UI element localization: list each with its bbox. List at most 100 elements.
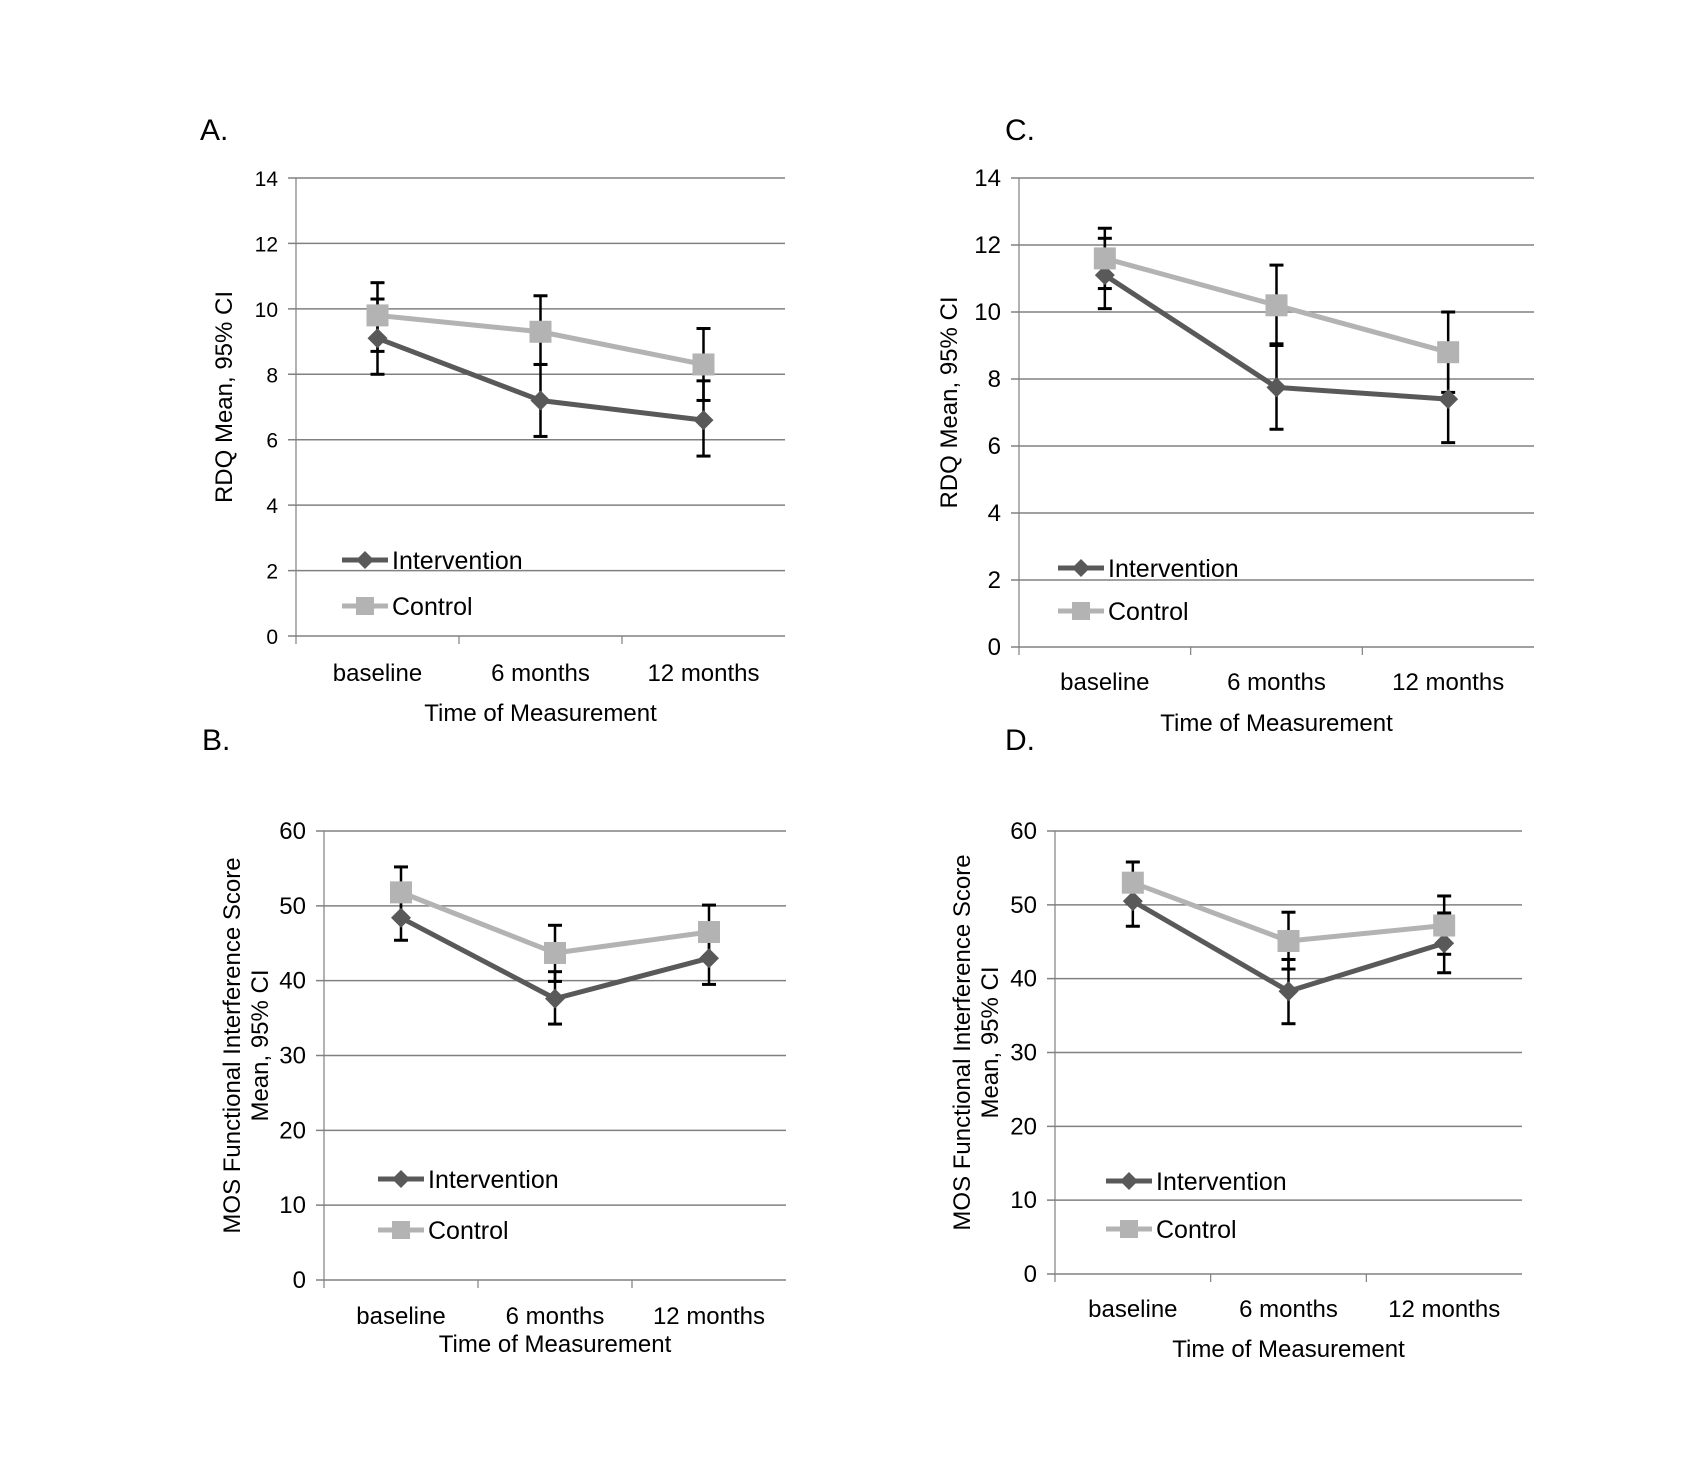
legend-marker-diamond-icon — [356, 551, 374, 569]
data-point-control — [692, 353, 715, 376]
legend-marker-diamond-icon — [1120, 1172, 1138, 1190]
y-tick-label: 12 — [255, 233, 278, 256]
x-axis-title: Time of Measurement — [439, 1331, 672, 1358]
y-axis-title: RDQ Mean, 95% CI — [936, 296, 963, 508]
y-tick-label: 60 — [1010, 818, 1037, 845]
y-tick-label: 40 — [279, 968, 306, 995]
x-tick-label: 6 months — [491, 660, 590, 687]
data-point-intervention — [1278, 981, 1299, 1002]
legend-marker-square-icon — [392, 1221, 410, 1239]
y-tick-label: 10 — [255, 299, 278, 322]
x-tick-label: 12 months — [653, 1303, 765, 1330]
data-point-intervention — [699, 948, 719, 969]
legend-label: Intervention — [428, 1166, 559, 1194]
y-tick-label: 4 — [266, 495, 278, 518]
y-tick-label: 8 — [266, 364, 278, 387]
x-axis-title: Time of Measurement — [1172, 1336, 1405, 1363]
y-axis-title: RDQ Mean, 95% CI — [211, 291, 238, 503]
panel-label: B. — [202, 724, 230, 757]
data-point-intervention — [1122, 891, 1143, 912]
y-tick-label: 10 — [974, 299, 1001, 326]
data-point-intervention — [693, 410, 714, 431]
chart-panel-c: C. 0 2 4 6 8 10 12 14 baseline 6 months 12 months Ti… — [936, 114, 1534, 737]
data-point-intervention — [391, 907, 411, 928]
legend: Intervention Control — [1058, 555, 1239, 626]
y-tick-label: 2 — [988, 567, 1001, 594]
legend-label: Control — [392, 593, 473, 621]
y-tick-label: 0 — [293, 1267, 306, 1294]
x-tick-label: baseline — [1088, 1296, 1177, 1323]
y-tick-label: 50 — [279, 893, 306, 920]
legend: Intervention Control — [378, 1166, 559, 1245]
data-point-intervention — [530, 390, 551, 411]
y-tick-label: 14 — [255, 168, 279, 191]
y-tick-label: 12 — [974, 232, 1001, 259]
data-point-control — [1121, 871, 1144, 894]
y-axis-title-line2: Mean, 95% CI — [247, 969, 274, 1121]
legend-label: Control — [428, 1217, 509, 1245]
y-tick-label: 30 — [1010, 1040, 1037, 1067]
data-point-control — [1433, 914, 1456, 937]
data-point-control — [366, 304, 389, 327]
data-point-control — [1277, 930, 1300, 953]
x-tick-label: 12 months — [1388, 1296, 1500, 1323]
data-point-intervention — [367, 328, 388, 349]
data-point-control — [390, 881, 412, 904]
legend-label: Control — [1108, 598, 1189, 626]
chart-panel-a: A. 0 2 4 6 8 10 12 14 baseline 6 months 12 months Ti… — [200, 114, 785, 727]
y-tick-label: 50 — [1010, 892, 1037, 919]
y-tick-label: 2 — [266, 561, 278, 584]
legend-marker-diamond-icon — [392, 1170, 410, 1188]
y-tick-label: 4 — [988, 500, 1001, 527]
legend-label: Control — [1156, 1216, 1237, 1244]
data-point-control — [1093, 247, 1116, 270]
data-point-control — [1265, 294, 1288, 317]
y-tick-label: 10 — [1010, 1187, 1037, 1214]
x-tick-label: 6 months — [506, 1303, 605, 1330]
y-tick-label: 6 — [988, 433, 1001, 460]
legend-marker-diamond-icon — [1072, 559, 1090, 577]
x-tick-label: baseline — [1060, 669, 1149, 696]
data-point-control — [544, 941, 566, 964]
y-tick-label: 60 — [279, 818, 306, 845]
y-tick-label: 8 — [988, 366, 1001, 393]
y-axis-title-line2: Mean, 95% CI — [977, 966, 1004, 1118]
data-point-intervention — [545, 988, 565, 1009]
x-tick-label: 6 months — [1239, 1296, 1338, 1323]
x-tick-label: 12 months — [647, 660, 759, 687]
x-axis-title: Time of Measurement — [1160, 710, 1393, 737]
y-axis-title-line1: MOS Functional Interference Score — [219, 857, 246, 1233]
x-axis-title: Time of Measurement — [424, 700, 657, 727]
y-tick-label: 10 — [279, 1192, 306, 1219]
data-point-intervention — [1266, 377, 1287, 398]
x-tick-label: 12 months — [1392, 669, 1504, 696]
panel-label: C. — [1005, 114, 1035, 147]
legend-marker-square-icon — [1072, 602, 1090, 620]
legend-label: Intervention — [1108, 555, 1239, 583]
data-point-intervention — [1434, 933, 1455, 954]
x-tick-label: baseline — [356, 1303, 445, 1330]
panel-label: A. — [200, 114, 228, 147]
y-tick-label: 20 — [1010, 1113, 1037, 1140]
x-tick-label: 6 months — [1227, 669, 1326, 696]
legend-label: Intervention — [1156, 1168, 1287, 1196]
legend-marker-square-icon — [356, 597, 374, 615]
y-tick-label: 0 — [1024, 1261, 1037, 1288]
y-tick-label: 0 — [988, 634, 1001, 661]
legend: Intervention Control — [1106, 1168, 1287, 1244]
y-axis-title-line1: MOS Functional Interference Score — [949, 854, 976, 1230]
y-tick-label: 20 — [279, 1117, 306, 1144]
data-point-control — [1437, 341, 1460, 364]
y-tick-label: 40 — [1010, 966, 1037, 993]
x-tick-label: baseline — [333, 660, 422, 687]
y-tick-label: 6 — [266, 430, 278, 453]
data-point-control — [529, 320, 552, 343]
y-tick-label: 0 — [266, 626, 278, 649]
data-point-intervention — [1094, 265, 1115, 286]
chart-panel-b: B. 0 10 20 30 40 50 60 baseline 6 months 12 months… — [202, 724, 786, 1358]
chart-panel-d: D. 0 10 20 30 40 50 60 baseline 6 months 12 months… — [949, 724, 1522, 1363]
y-tick-label: 14 — [974, 165, 1001, 192]
legend: Intervention Control — [342, 547, 523, 621]
panel-label: D. — [1005, 724, 1035, 757]
